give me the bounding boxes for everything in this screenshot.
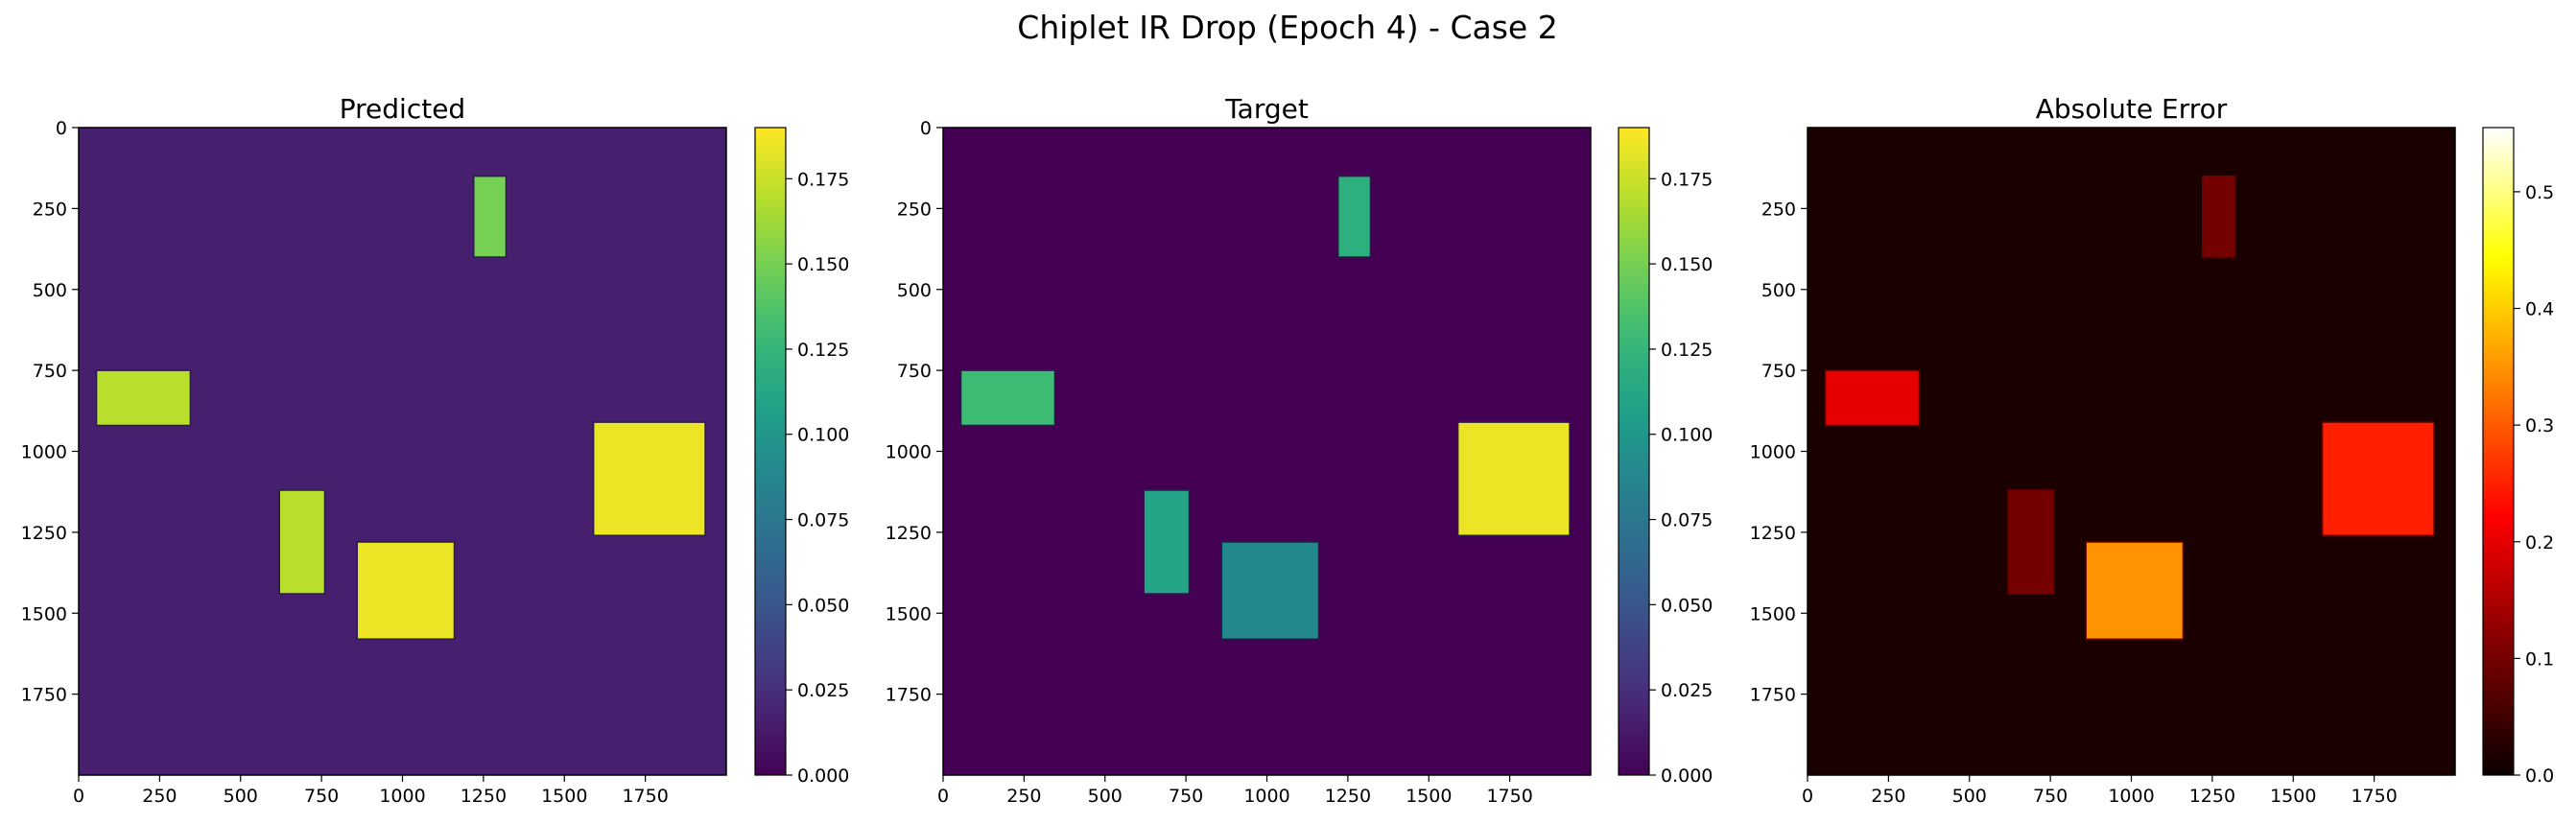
heatmap-block-3	[1143, 489, 1191, 595]
colorbar-tick-label: 0.025	[1661, 680, 1713, 701]
y-tick-label: 500	[33, 280, 67, 301]
heatmap-block-4	[356, 541, 456, 640]
heatmap-block-5	[592, 421, 706, 536]
y-tick-label: 1750	[1750, 685, 1796, 706]
y-tick-label: 500	[1761, 280, 1796, 301]
colorbar-tick-label: 0.000	[797, 765, 849, 787]
y-tick-label: 1500	[21, 603, 67, 624]
colorbar-tick-label: 0.2	[2525, 532, 2554, 553]
y-tick-label: 1750	[21, 685, 67, 706]
x-tick-label: 500	[1088, 786, 1123, 807]
y-tick-label: 1000	[1750, 442, 1796, 463]
heatmap-block-4	[2085, 541, 2185, 640]
panel-title: Target	[1224, 93, 1309, 125]
colorbar-tick-label: 0.100	[797, 425, 849, 446]
y-tick-label: 1500	[1750, 603, 1796, 624]
x-tick-label: 1750	[1486, 786, 1532, 807]
y-tick-label: 1000	[21, 442, 67, 463]
y-tick-label: 250	[1761, 199, 1796, 220]
y-tick-label: 1500	[886, 603, 932, 624]
y-tick-label: 750	[33, 361, 67, 382]
x-tick-label: 750	[304, 786, 339, 807]
colorbar-tick-label: 0.4	[2525, 299, 2554, 320]
panel-title: Predicted	[340, 93, 465, 125]
x-tick-label: 0	[937, 786, 949, 807]
y-tick-label: 1000	[886, 442, 932, 463]
panel-2: Target 0 250 500 750 1000 1250 1500 1750 0 250 500 7…	[886, 93, 1713, 807]
heatmap-block-3	[278, 489, 326, 595]
x-tick-label: 1250	[2189, 786, 2235, 807]
x-tick-label: 1250	[461, 786, 507, 807]
heatmap-block-3	[2007, 489, 2055, 595]
x-tick-label: 0	[73, 786, 84, 807]
y-tick-label: 750	[1761, 361, 1796, 382]
heatmap-block-4	[1220, 541, 1320, 640]
figure-suptitle: Chiplet IR Drop (Epoch 4) - Case 2	[1017, 9, 1557, 46]
y-tick-label: 250	[33, 199, 67, 220]
colorbar-tick-label: 0.000	[1661, 765, 1713, 787]
y-tick-label: 1250	[1750, 523, 1796, 544]
colorbar-tick-label: 0.125	[1661, 340, 1713, 361]
heatmap-block-5	[2321, 421, 2435, 536]
colorbar-tick-label: 0.150	[1661, 254, 1713, 275]
y-tick-label: 250	[897, 199, 932, 220]
heatmap-block-2	[1824, 369, 1921, 427]
x-tick-label: 500	[224, 786, 258, 807]
x-tick-label: 1000	[379, 786, 425, 807]
colorbar-tick-label: 0.025	[797, 680, 849, 701]
x-tick-label: 1000	[1243, 786, 1289, 807]
colorbar-tick-label: 0.125	[797, 340, 849, 361]
heatmap-block-1	[2202, 175, 2236, 258]
panel-title: Absolute Error	[2036, 93, 2228, 125]
colorbar	[2482, 127, 2515, 776]
x-tick-label: 1500	[1406, 786, 1452, 807]
heatmap-block-2	[959, 369, 1056, 427]
colorbar-tick-label: 0.150	[797, 254, 849, 275]
x-tick-label: 1750	[622, 786, 668, 807]
y-tick-label: 0	[56, 118, 67, 139]
colorbar-tick-label: 0.5	[2525, 182, 2554, 203]
panel-1: Predicted 0 250 500 750 1000 1250 1500 1750 0 250 5…	[21, 93, 850, 807]
colorbar-tick-label: 0.1	[2525, 648, 2554, 670]
x-tick-label: 1250	[1325, 786, 1371, 807]
x-tick-label: 1500	[2270, 786, 2316, 807]
colorbar-tick-label: 0.175	[797, 169, 849, 190]
x-tick-label: 250	[142, 786, 177, 807]
x-tick-label: 1750	[2351, 786, 2397, 807]
colorbar-tick-label: 0.100	[1661, 425, 1713, 446]
colorbar-tick-label: 0.3	[2525, 415, 2554, 436]
colorbar-tick-label: 0.175	[1661, 169, 1713, 190]
colorbar-tick-label: 0.075	[1661, 510, 1713, 531]
colorbar-tick-label: 0.0	[2525, 765, 2554, 787]
y-tick-label: 750	[897, 361, 932, 382]
x-tick-label: 750	[1169, 786, 1203, 807]
y-tick-label: 1750	[886, 685, 932, 706]
x-tick-label: 0	[1802, 786, 1813, 807]
y-tick-label: 1250	[886, 523, 932, 544]
y-tick-label: 1250	[21, 523, 67, 544]
colorbar	[1618, 127, 1650, 776]
y-tick-label: 500	[897, 280, 932, 301]
x-tick-label: 500	[1952, 786, 1987, 807]
colorbar-tick-label: 0.075	[797, 510, 849, 531]
y-tick-label: 0	[920, 118, 932, 139]
heatmap-block-1	[1337, 175, 1372, 258]
heatmap-block-2	[95, 369, 192, 427]
x-tick-label: 1000	[2108, 786, 2154, 807]
x-tick-label: 1500	[541, 786, 587, 807]
x-tick-label: 250	[1871, 786, 1905, 807]
x-tick-label: 250	[1006, 786, 1041, 807]
colorbar	[754, 127, 787, 776]
colorbar-tick-label: 0.050	[797, 595, 849, 616]
heatmap-block-5	[1456, 421, 1571, 536]
colorbar-tick-label: 0.050	[1661, 595, 1713, 616]
panel-3: Absolute Error 0 250 500 750 1000 1250 1500 1750…	[1750, 93, 2555, 807]
heatmap-block-1	[473, 175, 508, 258]
x-tick-label: 750	[2033, 786, 2068, 807]
